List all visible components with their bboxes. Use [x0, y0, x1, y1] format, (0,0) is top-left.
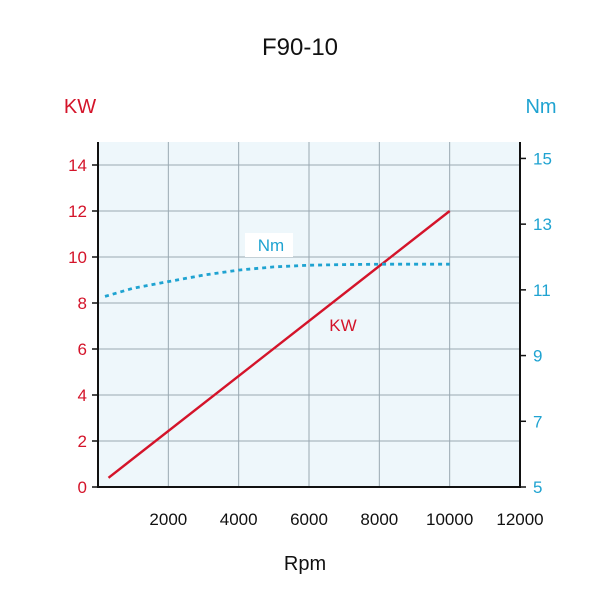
- x-tick-label: 4000: [220, 510, 258, 529]
- y-axis-right-title: Nm: [525, 96, 556, 118]
- series-nm-label: Nm: [258, 236, 284, 255]
- y-right-tick-label: 15: [533, 149, 552, 168]
- y-right-tick-label: 13: [533, 215, 552, 234]
- x-tick-label: 12000: [496, 510, 543, 529]
- y-right-tick-label: 5: [533, 478, 542, 497]
- y-axis-left-title: KW: [64, 96, 96, 118]
- y-left-tick-label: 12: [68, 202, 87, 221]
- chart-title: F90-10: [262, 34, 338, 61]
- x-axis-title: Rpm: [284, 553, 326, 575]
- y-left-tick-label: 14: [68, 156, 87, 175]
- x-tick-label: 10000: [426, 510, 473, 529]
- x-tick-label: 8000: [360, 510, 398, 529]
- y-left-tick-label: 4: [78, 386, 87, 405]
- y-left-tick-label: 2: [78, 432, 87, 451]
- series-kw-label: KW: [329, 316, 356, 335]
- y-left-tick-label: 6: [78, 340, 87, 359]
- y-right-tick-label: 9: [533, 347, 542, 366]
- y-right-tick-label: 11: [533, 281, 551, 300]
- series-nm-label-background: [245, 233, 293, 257]
- series-nm-line: [104, 262, 450, 298]
- series-kw-line: [107, 210, 451, 479]
- x-tick-label: 6000: [290, 510, 328, 529]
- y-left-tick-label: 10: [68, 248, 87, 267]
- y-left-tick-label: 8: [78, 294, 87, 313]
- y-left-tick-label: 0: [78, 478, 87, 497]
- x-tick-label: 2000: [149, 510, 187, 529]
- y-right-tick-label: 7: [533, 412, 542, 431]
- plot-area: 0 2 4 6 8 10 12 14 5 7 9 11 13 15 2000 4000 6000 8000 1000…: [68, 142, 552, 529]
